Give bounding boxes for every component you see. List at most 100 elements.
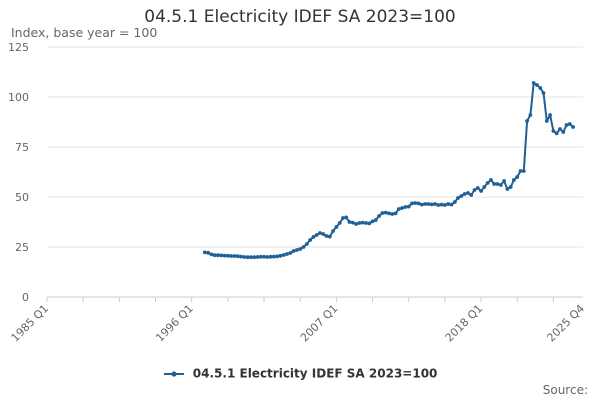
data-point[interactable] <box>456 196 460 200</box>
data-point[interactable] <box>443 203 447 207</box>
data-point[interactable] <box>423 202 428 206</box>
data-point[interactable] <box>304 242 309 246</box>
data-point[interactable] <box>390 212 395 216</box>
data-point[interactable] <box>311 235 316 239</box>
data-point[interactable] <box>472 188 477 192</box>
data-point[interactable] <box>544 119 549 123</box>
data-point[interactable] <box>571 125 575 129</box>
data-point[interactable] <box>416 201 421 206</box>
data-point[interactable] <box>226 253 230 258</box>
data-point[interactable] <box>485 181 490 185</box>
data-point[interactable] <box>334 225 339 229</box>
data-point[interactable] <box>314 233 319 237</box>
data-point[interactable] <box>324 234 329 238</box>
data-point[interactable] <box>551 129 556 133</box>
data-point[interactable] <box>272 254 276 259</box>
data-point[interactable] <box>347 220 352 224</box>
data-point[interactable] <box>344 215 349 220</box>
data-point[interactable] <box>298 247 303 251</box>
data-point[interactable] <box>206 250 211 255</box>
data-point[interactable] <box>410 201 414 206</box>
data-point[interactable] <box>492 182 497 186</box>
data-point[interactable] <box>400 206 404 210</box>
data-point[interactable] <box>558 127 562 131</box>
data-point[interactable] <box>489 178 493 182</box>
data-point[interactable] <box>232 254 237 258</box>
data-point[interactable] <box>387 211 391 216</box>
data-point[interactable] <box>242 255 247 259</box>
data-point[interactable] <box>498 183 503 187</box>
data-point[interactable] <box>518 169 523 173</box>
legend[interactable]: 04.5.1 Electricity IDEF SA 2023=100 <box>0 366 600 381</box>
series-line[interactable] <box>204 82 574 259</box>
data-point[interactable] <box>561 130 566 134</box>
data-point[interactable] <box>308 238 312 242</box>
data-point[interactable] <box>528 113 533 117</box>
data-point[interactable] <box>479 189 483 193</box>
data-point[interactable] <box>288 251 293 255</box>
data-point[interactable] <box>321 232 326 236</box>
data-point[interactable] <box>239 254 243 259</box>
data-point[interactable] <box>449 202 454 207</box>
data-point[interactable] <box>502 179 506 183</box>
data-point[interactable] <box>452 200 457 204</box>
data-point[interactable] <box>436 203 441 207</box>
data-point[interactable] <box>212 253 217 258</box>
data-point[interactable] <box>505 187 510 191</box>
data-point[interactable] <box>301 245 306 249</box>
data-point[interactable] <box>275 254 280 259</box>
data-point[interactable] <box>281 253 286 257</box>
data-point[interactable] <box>521 169 526 173</box>
data-point[interactable] <box>252 255 257 260</box>
data-point[interactable] <box>475 186 480 190</box>
data-point[interactable] <box>508 185 513 189</box>
data-point[interactable] <box>462 192 467 196</box>
data-point[interactable] <box>318 231 322 235</box>
data-point[interactable] <box>426 202 431 206</box>
data-point[interactable] <box>249 255 253 260</box>
data-point[interactable] <box>554 131 559 136</box>
data-point[interactable] <box>229 254 234 258</box>
data-point[interactable] <box>567 122 572 126</box>
data-point[interactable] <box>370 219 375 224</box>
data-point[interactable] <box>295 248 299 252</box>
data-point[interactable] <box>285 252 289 256</box>
data-point[interactable] <box>406 204 411 209</box>
data-point[interactable] <box>433 202 437 206</box>
data-point[interactable] <box>548 113 552 117</box>
data-point[interactable] <box>360 220 365 225</box>
data-point[interactable] <box>245 255 250 260</box>
data-point[interactable] <box>459 194 464 198</box>
data-point[interactable] <box>354 222 358 226</box>
data-point[interactable] <box>255 255 260 259</box>
data-point[interactable] <box>420 202 424 207</box>
data-point[interactable] <box>512 178 516 182</box>
data-point[interactable] <box>364 221 368 225</box>
data-point[interactable] <box>383 210 388 215</box>
data-point[interactable] <box>538 86 543 90</box>
data-point[interactable] <box>216 253 220 258</box>
data-point[interactable] <box>337 221 342 225</box>
data-point[interactable] <box>541 91 546 95</box>
data-point[interactable] <box>202 250 207 255</box>
data-point[interactable] <box>235 254 240 259</box>
data-point[interactable] <box>258 254 263 259</box>
data-point[interactable] <box>469 193 474 197</box>
data-point[interactable] <box>515 175 520 179</box>
data-point[interactable] <box>403 205 408 209</box>
data-point[interactable] <box>413 201 418 205</box>
data-point[interactable] <box>265 255 270 259</box>
data-point[interactable] <box>466 191 470 195</box>
data-point[interactable] <box>278 253 283 258</box>
data-point[interactable] <box>219 253 224 258</box>
data-point[interactable] <box>397 207 401 211</box>
data-point[interactable] <box>495 182 500 186</box>
data-point[interactable] <box>331 229 335 233</box>
data-point[interactable] <box>531 81 536 85</box>
data-point[interactable] <box>525 119 529 123</box>
data-point[interactable] <box>357 221 362 225</box>
data-point[interactable] <box>482 185 487 189</box>
data-point[interactable] <box>377 214 381 218</box>
data-point[interactable] <box>380 211 385 215</box>
data-point[interactable] <box>262 254 266 259</box>
